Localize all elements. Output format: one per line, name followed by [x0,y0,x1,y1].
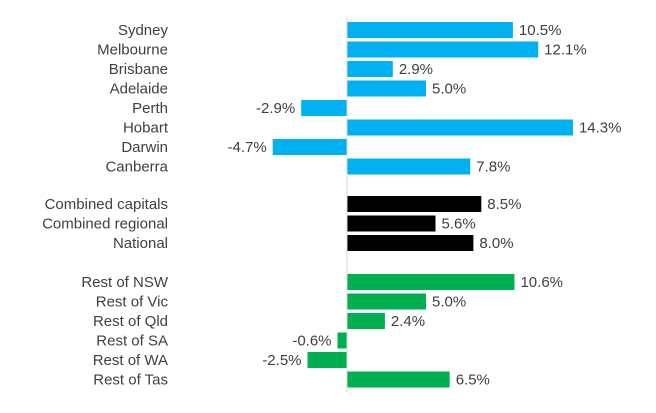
bar-rest-of-sa [337,332,347,349]
bar-brisbane [347,61,393,77]
bar-rest-of-vic [347,293,426,310]
bar-rest-of-nsw [347,274,515,290]
category-label-rest-of-qld: Rest of Qld [93,313,168,330]
value-label-adelaide: 5.0% [432,81,466,98]
category-label-darwin: Darwin [121,139,168,156]
bar-rest-of-wa [307,352,347,368]
category-label-rest-of-tas: Rest of Tas [93,372,168,389]
value-label-brisbane: 2.9% [399,61,433,78]
value-label-rest-of-tas: 6.5% [456,372,490,389]
bar-adelaide [347,80,426,97]
value-label-rest-of-nsw: 10.6% [520,274,563,291]
value-label-combined-regional: 5.6% [441,216,475,233]
value-label-hobart: 14.3% [579,120,622,137]
bar-canberra [347,158,471,175]
category-label-canberra: Canberra [105,159,168,176]
value-label-rest-of-vic: 5.0% [432,294,466,311]
bar-perth [301,100,347,116]
value-label-national: 8.0% [479,235,513,252]
value-label-sydney: 10.5% [519,22,562,39]
value-label-rest-of-qld: 2.4% [391,313,425,330]
category-label-rest-of-sa: Rest of SA [96,333,168,350]
bar-combined-regional [347,215,436,232]
category-label-melbourne: Melbourne [97,42,168,59]
category-label-combined-regional: Combined regional [42,216,168,233]
category-label-rest-of-wa: Rest of WA [93,352,168,369]
value-label-darwin: -4.7% [228,139,267,156]
bar-darwin [272,139,347,155]
bar-melbourne [347,41,539,58]
category-label-national: National [113,235,168,252]
bar-hobart [347,119,573,136]
category-label-adelaide: Adelaide [110,81,168,98]
bar-combined-capitals [347,196,482,212]
bar-rest-of-tas [347,371,450,388]
category-label-brisbane: Brisbane [109,61,168,78]
value-label-rest-of-sa: -0.6% [292,333,331,350]
category-label-sydney: Sydney [118,22,169,39]
category-label-rest-of-vic: Rest of Vic [96,294,169,311]
value-label-melbourne: 12.1% [544,42,587,59]
value-label-canberra: 7.8% [476,159,510,176]
category-label-hobart: Hobart [123,120,169,137]
bar-sydney [347,22,513,38]
value-label-rest-of-wa: -2.5% [262,352,301,369]
value-label-combined-capitals: 8.5% [487,196,521,213]
bar-rest-of-qld [347,313,385,329]
bar-national [347,235,474,251]
category-label-combined-capitals: Combined capitals [45,196,168,213]
value-label-perth: -2.9% [256,100,295,117]
category-label-rest-of-nsw: Rest of NSW [81,274,169,291]
category-label-perth: Perth [132,100,168,117]
